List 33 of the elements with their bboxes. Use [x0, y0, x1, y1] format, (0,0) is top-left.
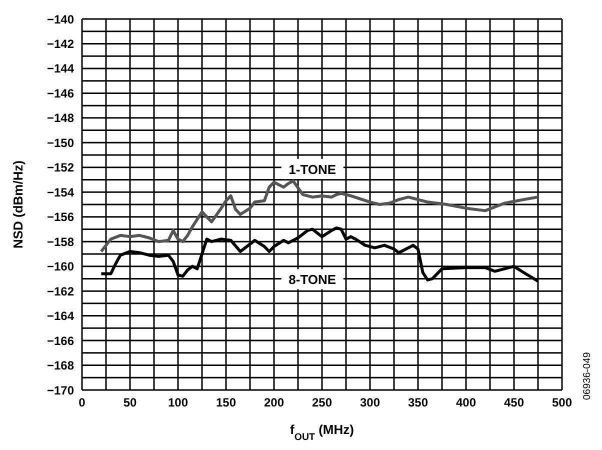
y-tick-label: −170: [46, 383, 74, 398]
y-tick-label: −140: [46, 12, 74, 26]
y-tick-label: −150: [46, 136, 74, 150]
y-tick-label: −144: [46, 62, 74, 76]
x-tick-label: 150: [216, 396, 236, 410]
x-tick-label: 250: [312, 396, 332, 410]
y-tick-label: −154: [46, 185, 74, 200]
y-axis-title: NSD (dBm/Hz): [10, 160, 26, 249]
text: 8-TONE: [288, 272, 336, 288]
y-tick-label: −162: [46, 284, 74, 298]
text: 06936-049: [582, 352, 593, 400]
y-tick-label: −158: [46, 234, 74, 249]
y-tick-label: −160: [46, 260, 74, 274]
y-tick-label: −142: [46, 36, 74, 51]
y-tick-label: −148: [46, 111, 74, 126]
x-tick-label: 450: [504, 396, 524, 410]
x-tick-label: 0: [78, 396, 86, 410]
x-tick-label: 50: [123, 396, 137, 410]
y-tick-label: −156: [46, 210, 74, 224]
y-tick-label: −146: [46, 86, 74, 100]
y-tick-label: −166: [46, 334, 74, 348]
x-tick-label: 100: [168, 396, 188, 410]
x-tick-label: 300: [360, 396, 380, 410]
y-tick-label: −152: [46, 160, 74, 175]
x-tick-label: 350: [408, 396, 428, 410]
line-series: [100, 180, 540, 253]
x-tick-label: 500: [552, 396, 572, 410]
series-label: 1-TONE: [288, 162, 336, 178]
x-tick-label: 400: [456, 396, 476, 410]
y-tick-label: −168: [46, 358, 74, 373]
y-tick-label: −164: [46, 309, 74, 324]
x-axis-title: f$_{OUT}$ (MHz): [290, 422, 354, 442]
x-tick-label: 200: [264, 396, 284, 410]
